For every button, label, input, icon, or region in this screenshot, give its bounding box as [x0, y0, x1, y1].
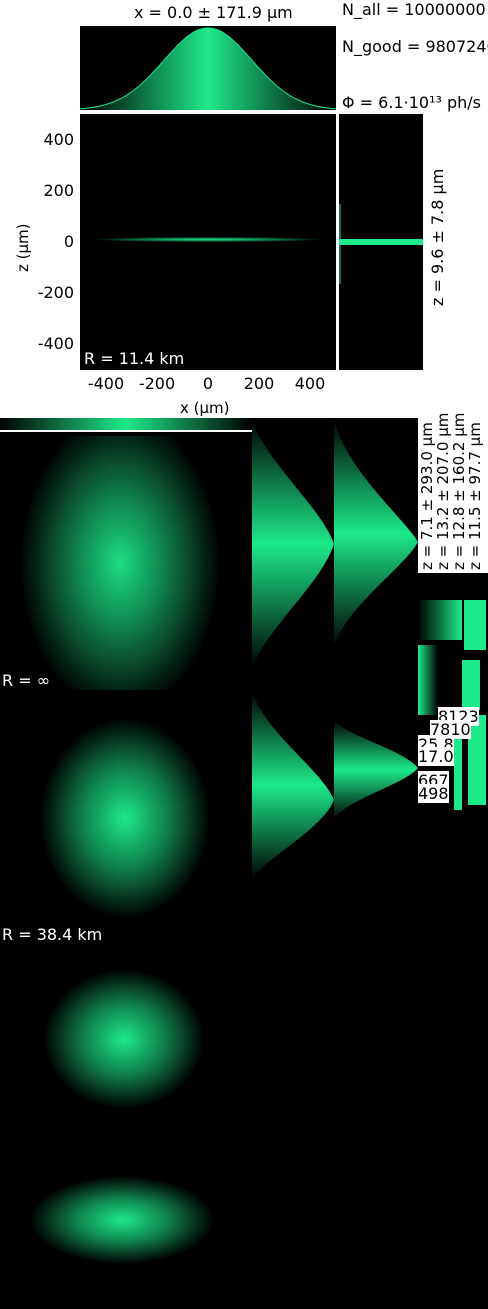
number-498: 498 — [418, 784, 449, 803]
lower-heatmap-1: R = ∞ — [0, 436, 252, 690]
y-tick-label: 200 — [43, 181, 74, 200]
n-good-label: N_good = 9807246 — [342, 37, 488, 56]
x-stat-title: x = 0.0 ± 171.9 µm — [134, 3, 293, 22]
z-profile-histogram — [339, 114, 423, 370]
lower-heatmap-4 — [0, 1154, 252, 1309]
lower-vhist-1 — [252, 418, 334, 670]
lower-heatmap-3 — [0, 944, 252, 1154]
y-tick-label: 400 — [43, 130, 74, 149]
n-all-label: N_all = 10000000 — [342, 0, 486, 19]
x-axis-label: x (µm) — [180, 399, 230, 417]
x-tick-label: 0 — [202, 374, 214, 393]
lower-top-strip — [0, 418, 252, 432]
y-tick-label: 0 — [63, 232, 74, 251]
x-tick-label: 400 — [294, 374, 326, 393]
x-profile-histogram — [80, 26, 336, 110]
mini-panels — [418, 575, 488, 835]
y-axis-label: z (µm) — [14, 223, 32, 272]
z-stat-4: z = 11.5 ± 97.7 µm — [466, 422, 484, 570]
number-7810: 7810 — [430, 720, 471, 739]
x-tick-label: 200 — [243, 374, 275, 393]
beam-spot — [93, 237, 323, 242]
lower-vhist-3 — [252, 690, 334, 880]
lower-heatmap-2: R = 38.4 km — [0, 690, 252, 944]
main-heatmap: R = 11.4 km — [80, 114, 336, 370]
y-tick-label: -400 — [37, 334, 74, 353]
x-tick-label: -200 — [138, 374, 176, 393]
y-tick-label: -200 — [37, 283, 74, 302]
radius-infinity-label: R = ∞ — [2, 671, 51, 690]
right-label-strip — [418, 418, 488, 573]
top-figure: x = 0.0 ± 171.9 µm N_all = 10000000 N_go… — [0, 0, 488, 418]
flux-label: Φ = 6.1·10¹³ ph/s — [342, 93, 481, 112]
radius-38-label: R = 38.4 km — [2, 925, 103, 944]
lower-vhist-4 — [334, 690, 418, 830]
radius-label: R = 11.4 km — [84, 349, 185, 368]
x-tick-label: -400 — [87, 374, 125, 393]
z-stat-label: z = 9.6 ± 7.8 µm — [428, 168, 447, 306]
number-17-0: 17.0 — [418, 747, 454, 766]
lower-vhist-2 — [334, 418, 418, 648]
